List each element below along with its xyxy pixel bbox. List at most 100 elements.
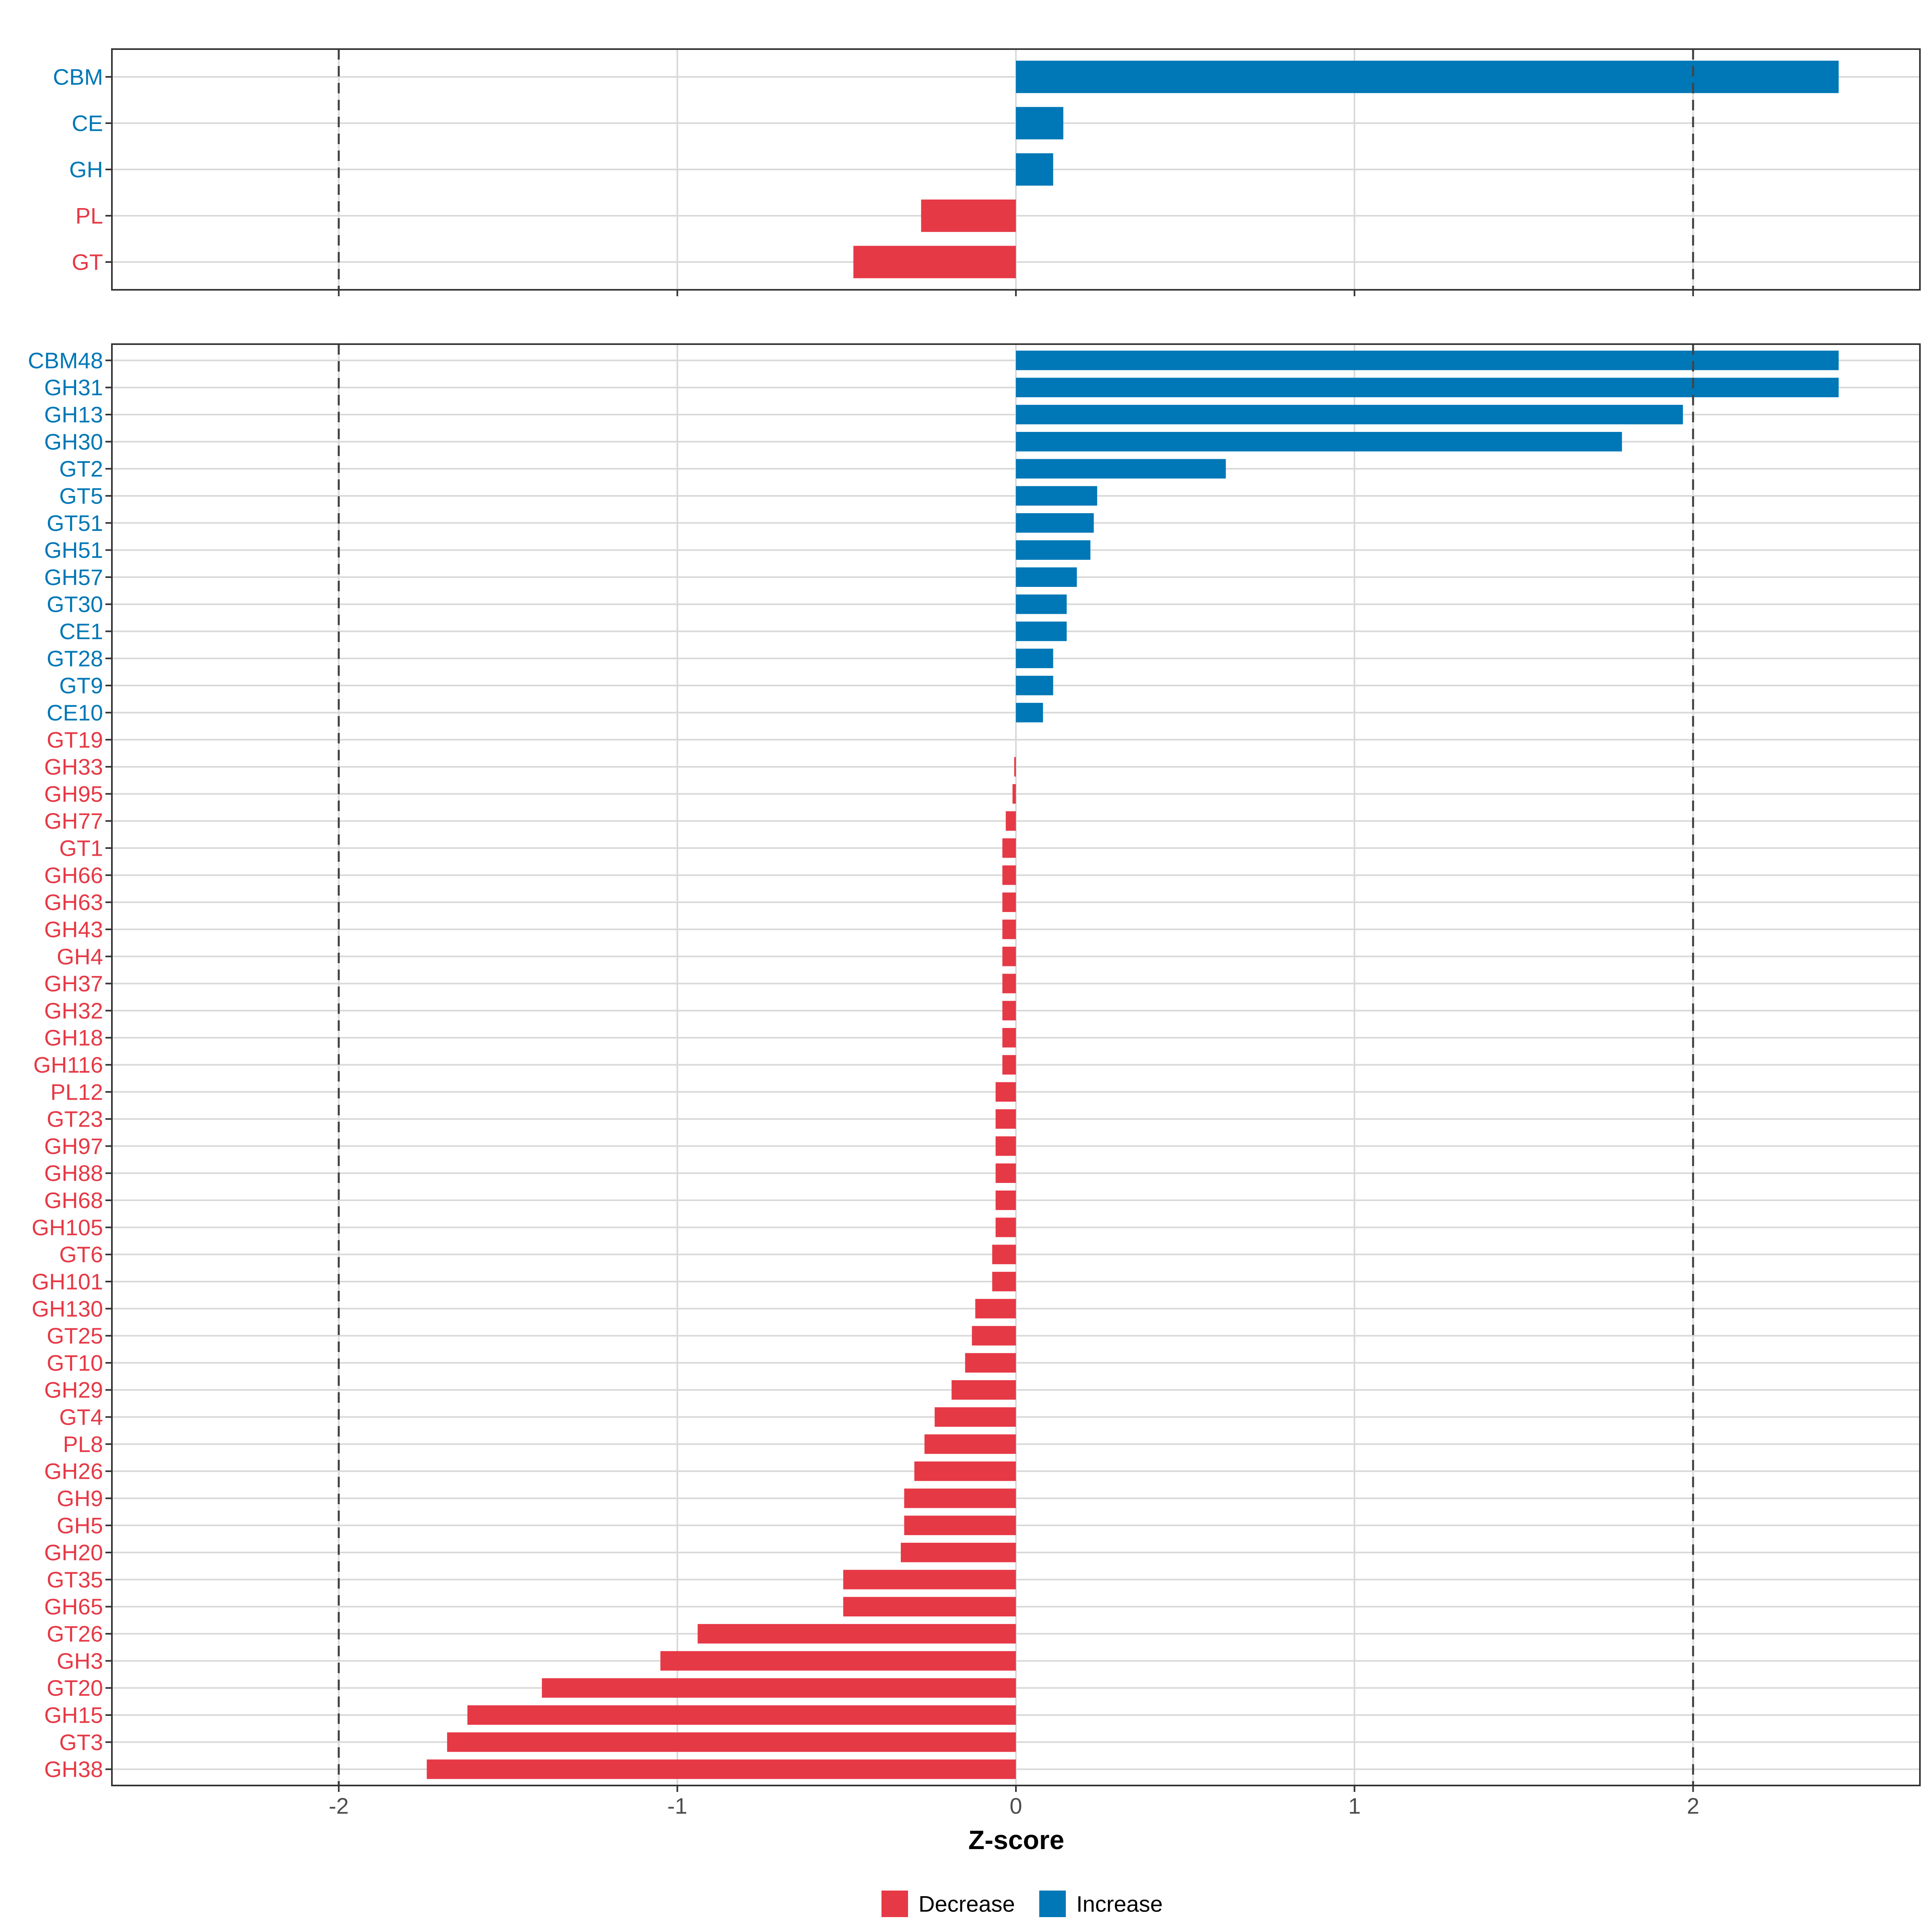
- bar-gh26: [914, 1461, 1016, 1481]
- bar-gh66: [1002, 865, 1016, 885]
- y-tick-label: GT6: [59, 1242, 103, 1267]
- class-panel: CBM CE GH PL GT: [53, 48, 1921, 296]
- y-tick-label: GH43: [44, 916, 103, 942]
- bar-gh33: [1014, 757, 1016, 777]
- x-tick-label: 1: [1348, 1793, 1361, 1818]
- bar-gh57: [1016, 567, 1077, 587]
- y-tick-label: GH57: [44, 564, 103, 590]
- y-tick-label: GH88: [44, 1160, 103, 1186]
- bar-gh31: [1016, 378, 1839, 397]
- bar-gt35: [843, 1570, 1016, 1589]
- bar-pl8: [924, 1434, 1016, 1454]
- bar-gt6: [992, 1245, 1016, 1264]
- family-panel: CBM48GH31GH13GH30GT2GT5GT51GH51GH57GT30C…: [28, 343, 1921, 1792]
- bar-gh37: [1002, 974, 1016, 993]
- bar-gh30: [1016, 432, 1622, 452]
- y-tick-label: PL12: [50, 1079, 103, 1104]
- bar-gt5: [1016, 486, 1097, 506]
- bar-gt30: [1016, 594, 1067, 614]
- bar-ce10: [1016, 703, 1043, 722]
- bar-gt26: [698, 1624, 1016, 1644]
- x-tick-label: 0: [1009, 1793, 1022, 1818]
- bar-gh3: [660, 1651, 1016, 1671]
- bar-gt51: [1016, 513, 1094, 533]
- legend: Decrease Increase: [881, 1891, 1163, 1917]
- y-tick-label: GH4: [57, 944, 103, 969]
- y-tick-label: GT4: [59, 1404, 103, 1430]
- x-tick-label: -1: [667, 1793, 687, 1818]
- bar-gh20: [900, 1542, 1016, 1563]
- bar-gt23: [995, 1109, 1016, 1129]
- y-tick-label: GH97: [44, 1133, 103, 1159]
- y-tick-label: GT30: [47, 592, 103, 617]
- bar-gh65: [843, 1597, 1016, 1616]
- bar-gh32: [1002, 1001, 1016, 1021]
- legend-label-increase: Increase: [1076, 1891, 1163, 1917]
- x-axis-title: Z-score: [968, 1825, 1064, 1855]
- y-tick-label: GT3: [59, 1730, 103, 1755]
- bar-gh116: [1002, 1055, 1016, 1075]
- legend-item-increase: Increase: [1039, 1891, 1163, 1917]
- y-tick-label: GT25: [47, 1323, 103, 1348]
- y-tick-label: GH29: [44, 1377, 103, 1403]
- bar-gh29: [952, 1380, 1016, 1400]
- y-tick-label: GH20: [44, 1540, 103, 1565]
- y-tick-label: GH5: [57, 1513, 103, 1538]
- y-tick-label: GH65: [44, 1594, 103, 1619]
- legend-label-decrease: Decrease: [919, 1891, 1015, 1917]
- bar-gh43: [1002, 919, 1016, 939]
- bar-pl12: [995, 1082, 1016, 1102]
- legend-swatch-decrease: [881, 1891, 908, 1917]
- y-tick-label: GH3: [57, 1648, 103, 1674]
- y-tick-label: GT51: [47, 510, 103, 536]
- y-tick-label: GH105: [32, 1215, 103, 1240]
- bar-gt20: [542, 1678, 1016, 1698]
- y-tick-label: GH: [69, 157, 103, 182]
- y-tick-label: CBM48: [28, 348, 103, 373]
- y-tick-label: CE10: [47, 700, 103, 725]
- bar-ce1: [1016, 621, 1067, 641]
- legend-item-decrease: Decrease: [881, 1891, 1015, 1917]
- y-tick-label: GH9: [57, 1486, 103, 1511]
- y-tick-label: GH130: [32, 1296, 103, 1321]
- y-tick-label: GT2: [59, 456, 103, 481]
- bar-gt25: [972, 1326, 1016, 1346]
- y-tick-label: GH32: [44, 998, 103, 1023]
- y-tick-label: GH26: [44, 1459, 103, 1484]
- bar-gh105: [995, 1218, 1016, 1237]
- bar-gh101: [992, 1271, 1016, 1292]
- y-tick-label: GT26: [47, 1621, 103, 1647]
- y-tick-label: GT1: [59, 836, 103, 861]
- y-tick-label: GT: [72, 250, 103, 275]
- bar-gh95: [1012, 784, 1016, 804]
- x-tick-label: -2: [329, 1793, 349, 1818]
- y-tick-label: CBM: [53, 64, 103, 90]
- bar-gt4: [935, 1407, 1016, 1427]
- bar-gh18: [1002, 1028, 1016, 1048]
- bar-gh130: [975, 1299, 1016, 1319]
- y-tick-label: GH95: [44, 781, 103, 807]
- y-tick-label: GH51: [44, 537, 103, 563]
- bar-gt10: [965, 1353, 1016, 1373]
- y-tick-label: GH101: [32, 1269, 103, 1294]
- bar-gh: [1016, 153, 1053, 186]
- bar-gh4: [1002, 947, 1016, 966]
- bar-gt: [853, 246, 1016, 279]
- y-tick-label: GH15: [44, 1702, 103, 1728]
- bar-gt2: [1016, 459, 1226, 479]
- bar-gh63: [1002, 892, 1016, 912]
- y-tick-label: GH68: [44, 1188, 103, 1213]
- bar-gh9: [904, 1488, 1016, 1508]
- y-tick-label: GT10: [47, 1350, 103, 1375]
- y-tick-label: GH38: [44, 1757, 103, 1782]
- y-tick-label: GT9: [59, 673, 103, 698]
- x-tick-label: 2: [1687, 1793, 1699, 1818]
- y-tick-label: PL: [76, 203, 103, 229]
- bar-gh97: [995, 1136, 1016, 1156]
- y-tick-label: GH116: [33, 1052, 103, 1077]
- y-tick-label: GH30: [44, 429, 103, 454]
- y-tick-label: GH18: [44, 1025, 103, 1051]
- legend-swatch-increase: [1039, 1891, 1066, 1917]
- y-tick-label: GT5: [59, 483, 103, 508]
- y-tick-label: GH63: [44, 890, 103, 915]
